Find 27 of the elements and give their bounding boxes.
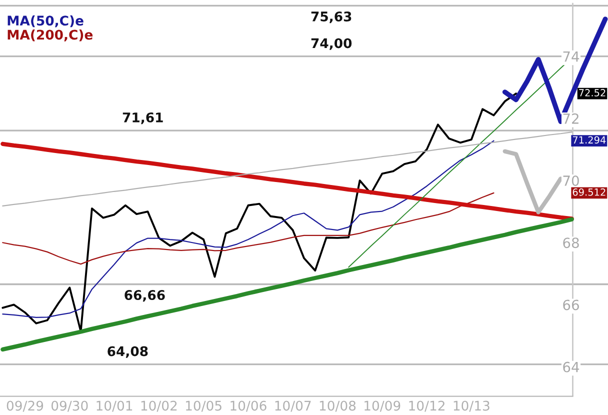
y-tick-label: 70: [563, 175, 579, 186]
y-tick-label: 68: [563, 238, 579, 248]
x-tick-label: 10/01: [96, 400, 132, 412]
annotation: 72.52: [579, 89, 606, 96]
y-tick-label: 72: [563, 113, 578, 124]
x-tick-label: 10/13: [454, 400, 490, 412]
annotation: 69.512: [572, 188, 606, 196]
x-tick-label: 10/05: [186, 400, 222, 412]
text: MA(200,C)e: [8, 30, 93, 42]
x-tick-label: 10/02: [141, 400, 177, 412]
y-tick-label: 74: [563, 51, 580, 62]
annotation: 71,61: [122, 112, 163, 124]
y-tick-label: 66: [563, 300, 579, 310]
x-tick-label: 10/07: [275, 400, 311, 412]
x-tick-label: 09/30: [51, 400, 88, 412]
x-tick-label: 10/12: [409, 400, 444, 412]
text: MA(50,C)e: [8, 15, 84, 28]
x-tick-label: 09/29: [6, 400, 44, 412]
x-tick-label: 10/08: [320, 400, 356, 412]
x-tick-label: 10/09: [364, 400, 400, 412]
annotation: 64,08: [108, 346, 148, 358]
annotation: 66,66: [124, 290, 165, 302]
y-tick-label: 64: [563, 362, 580, 372]
x-tick-label: 10/06: [230, 400, 266, 412]
annotation: 74,00: [311, 38, 352, 50]
annotation: 75,63: [311, 11, 352, 24]
annotation: 71.294: [572, 136, 606, 144]
